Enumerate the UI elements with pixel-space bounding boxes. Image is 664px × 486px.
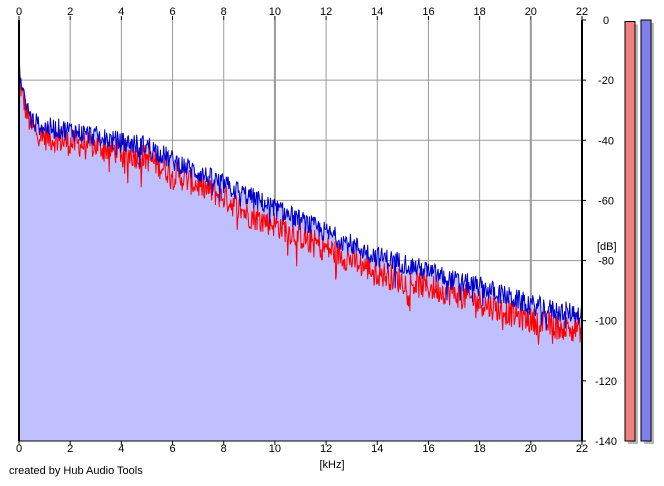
y-tick-label: 0 — [603, 15, 609, 27]
credit-text: created by Hub Audio Tools — [9, 465, 143, 477]
x-tick-label-bottom: 8 — [221, 443, 227, 455]
y-tick-label: -140 — [595, 436, 617, 448]
spectrum-fill — [19, 65, 582, 442]
x-tick-label-bottom: 14 — [371, 443, 383, 455]
level-meter-left — [624, 21, 636, 442]
y-tick-label: -100 — [595, 316, 617, 328]
x-tick-label-top: 22 — [576, 6, 588, 18]
y-tick-label: -40 — [598, 135, 614, 147]
x-tick-label-bottom: 10 — [269, 443, 281, 455]
x-tick-label-top: 10 — [269, 6, 281, 18]
y-tick-label: -60 — [598, 195, 614, 207]
y-axis-label: [dB] — [597, 241, 617, 253]
x-tick-label-top: 20 — [525, 6, 537, 18]
x-tick-label-bottom: 18 — [474, 443, 486, 455]
x-tick-label-top: 12 — [320, 6, 332, 18]
x-tick-label-bottom: 20 — [525, 443, 537, 455]
x-tick-label-top: 4 — [118, 6, 124, 18]
y-tick-label: -20 — [598, 75, 614, 87]
x-tick-label-top: 14 — [371, 6, 383, 18]
x-axis-label: [kHz] — [319, 459, 344, 471]
x-tick-label-top: 6 — [169, 6, 175, 18]
y-tick-label: -80 — [598, 256, 614, 268]
x-tick-label-bottom: 0 — [16, 443, 22, 455]
y-tick-label: -120 — [595, 376, 617, 388]
x-tick-label-top: 16 — [422, 6, 434, 18]
series-line-right — [18, 65, 583, 331]
x-tick-label-top: 2 — [67, 6, 73, 18]
x-tick-label-bottom: 16 — [422, 443, 434, 455]
x-tick-label-bottom: 4 — [118, 443, 124, 455]
x-tick-label-top: 0 — [16, 6, 22, 18]
x-tick-label-bottom: 2 — [67, 443, 73, 455]
x-tick-label-bottom: 12 — [320, 443, 332, 455]
level-meter-right — [640, 19, 652, 442]
x-tick-label-bottom: 22 — [576, 443, 588, 455]
x-tick-label-top: 18 — [474, 6, 486, 18]
x-tick-label-bottom: 6 — [169, 443, 175, 455]
x-tick-label-top: 8 — [221, 6, 227, 18]
